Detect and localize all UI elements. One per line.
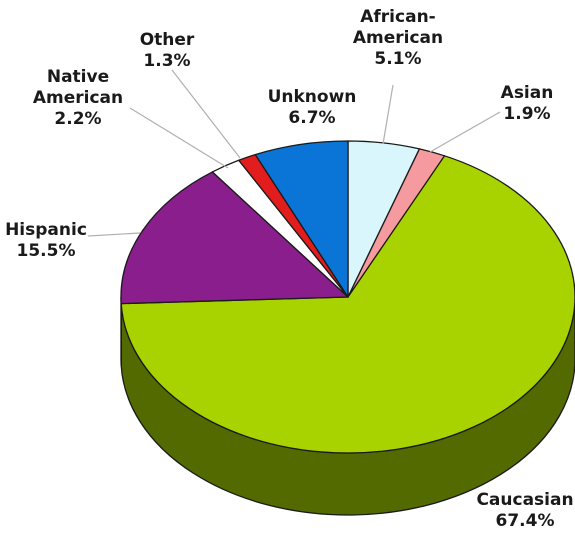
leader-line-asian	[429, 111, 501, 153]
slice-name-label: Other	[140, 30, 195, 50]
slice-label-african-american: African-American 5.1%	[353, 7, 443, 69]
slice-name-label: American	[33, 88, 123, 108]
pie-slice-layer	[120, 140, 575, 454]
slice-name-label: Asian	[501, 83, 554, 103]
pie-slice-hispanic	[120, 171, 349, 305]
slice-name-label: Hispanic	[5, 220, 87, 240]
slice-name-label: African-	[360, 7, 435, 27]
slice-label-other: Other 1.3%	[140, 30, 195, 71]
slice-label-layer: African-American 5.1%Asian 1.9%Caucasian 67…	[5, 7, 573, 531]
slice-value-label: 1.3%	[143, 51, 190, 71]
slice-label-hispanic: Hispanic 15.5%	[5, 220, 87, 261]
slice-value-label: 15.5%	[17, 241, 76, 261]
leader-line-other	[171, 69, 241, 159]
leader-line-native-american	[129, 107, 229, 169]
slice-name-label: American	[353, 28, 443, 48]
slice-value-label: 2.2%	[54, 109, 101, 129]
slice-value-label: 1.9%	[503, 104, 550, 124]
slice-name-label: Native	[47, 67, 109, 87]
pie-slice-unknown	[254, 140, 349, 298]
slice-value-label: 6.7%	[288, 108, 335, 128]
slice-label-caucasian: Caucasian 67.4%	[476, 490, 573, 531]
slice-label-unknown: Unknown 6.7%	[268, 87, 357, 128]
leader-line-hispanic	[87, 232, 141, 237]
leader-line-layer	[87, 69, 501, 237]
slice-label-asian: Asian 1.9%	[501, 83, 554, 124]
slice-label-native-american: Native American 2.2%	[33, 67, 123, 129]
leader-line-african-american	[382, 84, 394, 145]
slice-name-label: Unknown	[268, 87, 357, 107]
pie-slice-caucasian	[120, 155, 575, 454]
slice-value-label: 5.1%	[374, 49, 421, 69]
slice-value-label: 67.4%	[496, 511, 555, 531]
slice-name-label: Caucasian	[476, 490, 573, 510]
